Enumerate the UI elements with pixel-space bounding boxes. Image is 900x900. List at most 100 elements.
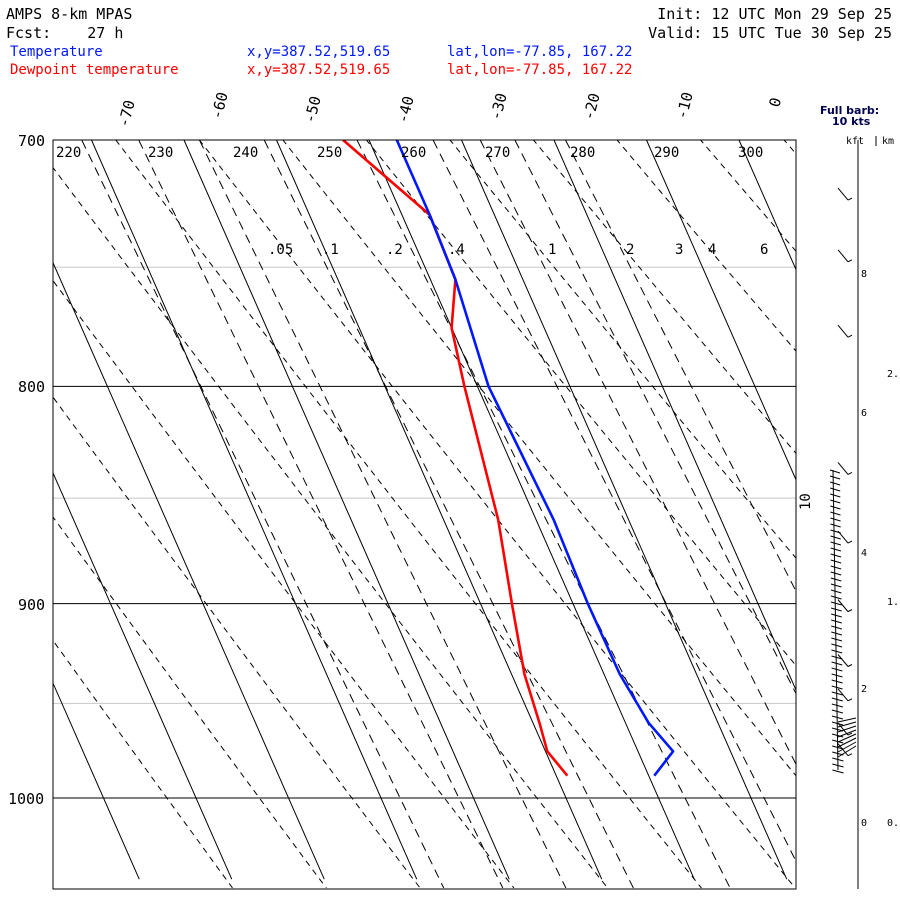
mixing-ratio-label: 1 (548, 242, 556, 258)
isotherm-label: -10 (672, 90, 696, 121)
dry-adiabat-line (365, 140, 796, 667)
dry-adiabat-line (198, 140, 796, 889)
isotherm-label: -50 (300, 94, 324, 125)
mixing-ratio-label: .1 (322, 242, 339, 258)
wind-barb-fan (837, 741, 857, 753)
wind-barb-tick (830, 571, 842, 576)
wind-barb-tick (830, 505, 841, 510)
dry-adiabat-line (53, 639, 233, 889)
isotherm-lines (0, 140, 796, 880)
wind-barb-tick (830, 553, 842, 558)
wind-barb-tick (830, 499, 841, 504)
dry-adiabat-lines (53, 140, 796, 889)
mixing-ratio-line (263, 140, 634, 889)
wind-barb-fan (837, 729, 857, 738)
legend-temperature-latlon: lat,lon=-77.85, 167.22 (447, 44, 633, 60)
kft-tick: 8 (861, 269, 867, 280)
wind-barb-tick (830, 487, 841, 492)
mixing-ratio-label: 6 (760, 242, 768, 258)
wind-barb-fan (837, 737, 857, 748)
wind-barb-tick (831, 673, 843, 678)
wind-barb-tick (831, 655, 843, 660)
dry-adiabat-line (783, 140, 796, 155)
wind-barb-tick (831, 625, 843, 630)
wind-barb-tick (831, 679, 843, 684)
wind-barb-tick (831, 613, 842, 618)
isotherm-label: 0 (765, 96, 785, 109)
isotherm-label: -60 (207, 90, 231, 121)
wind-barb-tick (831, 619, 842, 624)
wind-barb-tick (830, 493, 841, 498)
wind-barb-tick (830, 559, 842, 564)
wind-barb-tick (830, 589, 842, 594)
wind-barb-fan (837, 745, 857, 758)
wind-barb-tick (830, 529, 841, 534)
wind-barb-fan (837, 725, 857, 733)
adiabat-label: 230 (148, 145, 173, 161)
wind-barb-tick (831, 631, 843, 636)
wind-barb-tick (831, 637, 843, 642)
wind-barb-tick (830, 565, 842, 570)
mixing-ratio-label: .2 (386, 242, 403, 258)
wind-barb-tick (830, 601, 842, 606)
mixing-ratio-labels: .05 .1 .2 .4 1 2 3 4 6 (268, 242, 768, 258)
pressure-label-1000: 1000 (8, 790, 44, 808)
mixing-ratio-line (564, 140, 796, 593)
wind-barb-tick (830, 577, 842, 582)
isotherm-line (0, 140, 47, 879)
wind-barb (837, 599, 853, 613)
km-label: km (882, 136, 894, 147)
adiabat-label: 250 (317, 145, 342, 161)
kft-tick: 2 (861, 684, 867, 695)
barb-scale: 10 kts (832, 115, 871, 128)
wind-barb-tick (829, 475, 841, 480)
isotherm-line (91, 140, 418, 880)
kft-ticks: 8 6 4 2 0 2. 1. 0. (861, 269, 899, 829)
mixing-ratio-label: 4 (708, 242, 716, 258)
mixing-ratio-label: .4 (448, 242, 465, 258)
wind-barb-fan (837, 717, 857, 723)
dry-adiabat-labels: 220 230 240 250 260 270 280 290 300 (56, 145, 763, 161)
isotherm-line (368, 140, 695, 880)
wind-barb (837, 688, 853, 702)
dewpoint-line (342, 140, 569, 777)
mixing-ratio-line (138, 140, 504, 889)
pressure-major-lines (53, 385, 796, 799)
wind-speed-label: 10 (798, 493, 814, 510)
isotherm-label: -30 (486, 91, 510, 122)
adiabat-label: 300 (738, 145, 763, 161)
km-tick: 1. (887, 597, 899, 608)
model-title: AMPS 8-km MPAS (6, 5, 133, 23)
kft-tick: 4 (861, 548, 867, 559)
wind-barb-tick (829, 469, 841, 474)
adiabat-label: 260 (401, 145, 426, 161)
wind-barb-tick (830, 595, 842, 600)
mixing-ratio-label: 3 (675, 242, 683, 258)
wind-barb-tick (830, 523, 841, 528)
pressure-label-900: 900 (18, 596, 45, 614)
plot-frame (52, 139, 797, 890)
adiabat-label: 270 (485, 145, 510, 161)
isotherm-label: -70 (114, 98, 138, 129)
wind-barb-tick (831, 649, 843, 654)
kft-label: kft (846, 136, 864, 147)
adiabat-label: 220 (56, 145, 81, 161)
wind-barb-tick (830, 547, 842, 552)
legend-temperature-label: Temperature (10, 44, 103, 60)
adiabat-label: 290 (654, 145, 679, 161)
dry-adiabat-line (449, 140, 796, 559)
isotherm-labels: -70 -60 -50 -40 -30 -20 -10 0 (114, 90, 785, 129)
init-time: Init: 12 UTC Mon 29 Sep 25 (657, 5, 892, 23)
mixing-ratio-line (81, 140, 445, 889)
adiabat-label: 240 (233, 145, 258, 161)
dry-adiabat-line (53, 279, 515, 889)
wind-barb-tick (831, 643, 843, 648)
wind-barb-shaft (832, 469, 839, 771)
kft-tick: 6 (861, 408, 867, 419)
mixing-ratio-line (514, 140, 796, 695)
km-tick: 2. (887, 369, 899, 380)
dry-adiabat-line (53, 166, 608, 889)
wind-barb-tick (830, 517, 841, 522)
dry-adiabat-line (699, 140, 796, 252)
